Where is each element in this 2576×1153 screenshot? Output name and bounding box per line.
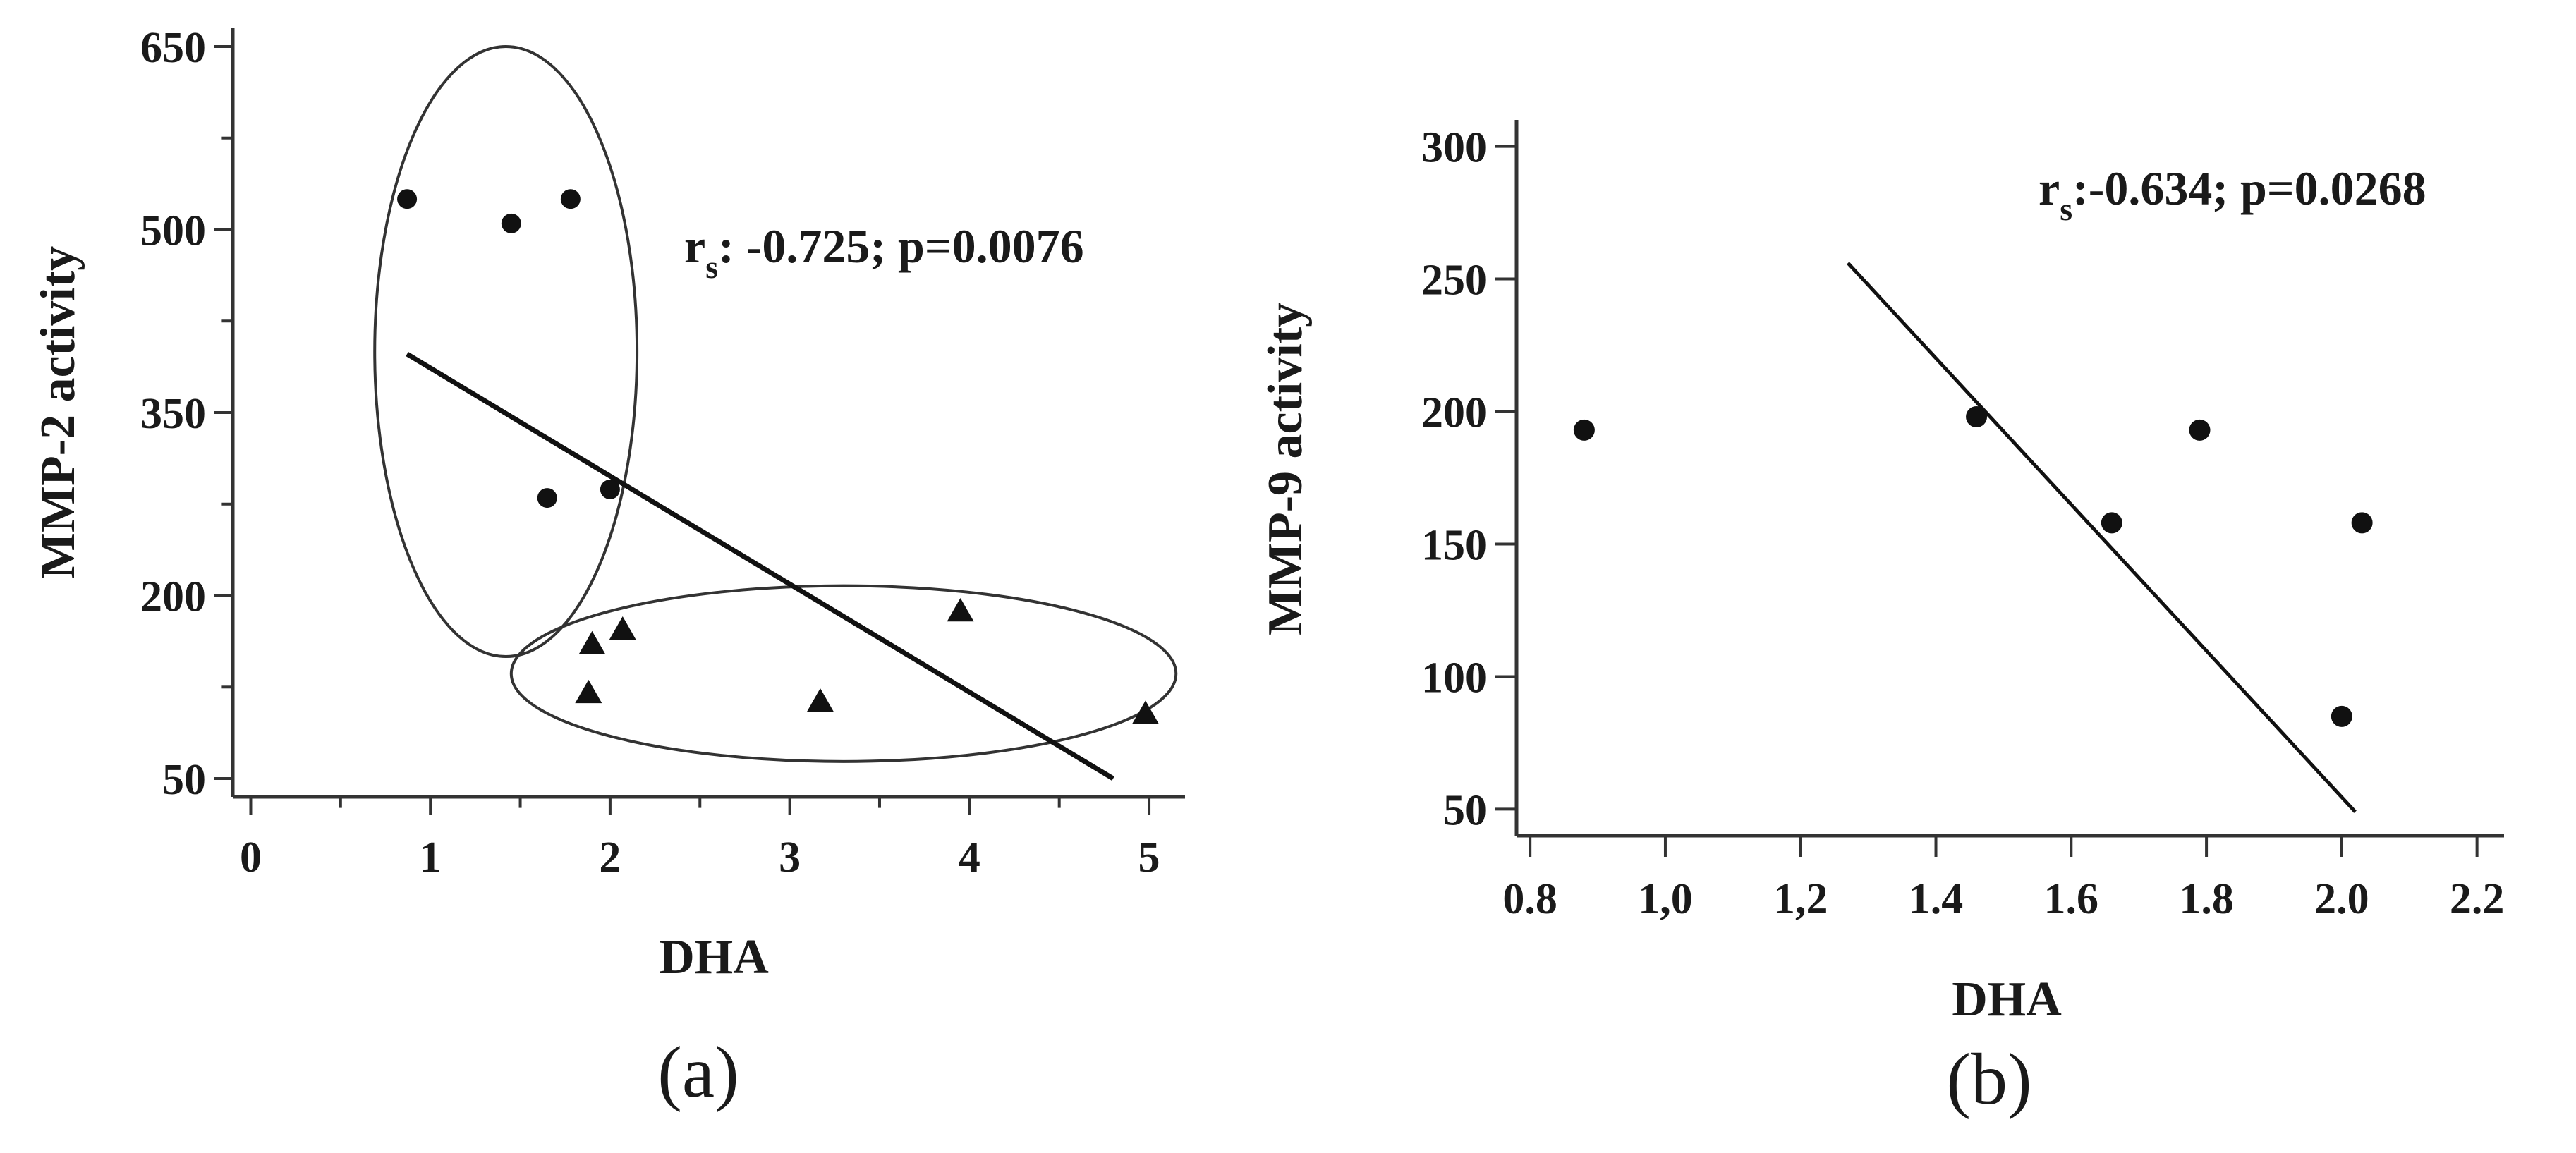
x-tick-label: 1.4 [1909,875,1964,923]
x-axis-label: DHA [1952,972,2062,1027]
x-tick-label: 2 [599,834,621,881]
data-point-triangle [1131,700,1159,724]
data-point-circle [560,189,581,209]
data-point-triangle [575,679,602,704]
x-tick-label: 1,0 [1638,875,1693,923]
data-point-triangle [609,616,636,640]
x-tick-label: 2.2 [2450,875,2505,923]
annotation-text: : -0.725; p=0.0076 [718,219,1084,273]
y-axis-label: MMP-2 activity [31,246,85,579]
annotation-r: r [2039,161,2060,215]
y-tick-label: 50 [162,756,206,804]
x-tick-label: 0.8 [1502,875,1557,923]
data-point-circle [2351,512,2373,534]
y-tick-label: 200 [1421,389,1487,437]
data-point-circle [2331,705,2352,727]
group-ellipse [373,44,639,659]
x-tick-label: 2.0 [2314,875,2369,923]
annotation-r: r [684,219,705,273]
annotation-text: :-0.634; p=0.0268 [2072,161,2426,215]
data-point-triangle [578,630,606,654]
x-axis-label: DHA [659,930,769,984]
y-tick-label: 650 [140,24,206,72]
data-point-circle [397,189,418,209]
regression-line [406,351,1114,781]
x-tick-label: 1.6 [2044,875,2099,923]
panel-a: 50 200 350 500 650 0 1 2 3 4 5 DHA MMP-2 activity rs:… [31,24,1185,1113]
y-tick-label: 50 [1443,786,1487,834]
x-tick-label: 1 [420,834,442,881]
regression-line [1847,262,2357,813]
data-point-circle [501,213,521,233]
correlation-annotation: rs: -0.725; p=0.0076 [684,219,1084,285]
data-point-triangle [806,688,834,712]
x-tick-label: 1.8 [2179,875,2234,923]
data-point-circle [600,480,620,499]
y-tick-label: 200 [140,573,206,621]
panel-label: (b) [1946,1039,2031,1120]
data-point-circle [537,488,557,508]
x-tick-label: 0 [240,834,262,881]
data-point-circle [2101,512,2122,534]
y-tick-label: 300 [1421,124,1487,172]
annotation-subscript: s [2060,191,2072,227]
x-tick-label: 4 [959,834,980,881]
x-tick-label: 3 [779,834,801,881]
panel-label: (a) [657,1032,739,1113]
y-tick-label: 100 [1421,654,1487,702]
x-tick-label: 1,2 [1773,875,1828,923]
data-point-circle [1966,406,1988,428]
group-ellipse [509,584,1178,763]
y-tick-label: 500 [140,207,206,255]
data-point-triangle [947,598,974,622]
data-point-circle [2189,419,2211,441]
y-axis-label: MMP-9 activity [1258,303,1313,635]
y-tick-label: 350 [140,390,206,438]
correlation-annotation: rs:-0.634; p=0.0268 [2039,161,2426,227]
y-tick-label: 250 [1421,257,1487,305]
y-tick-label: 150 [1421,521,1487,569]
annotation-subscript: s [705,249,718,285]
data-point-circle [1573,419,1595,441]
panel-b: 50 100 150 200 250 300 0.8 1,0 1,2 1.4 1.6 1.8 2.0 2.… [1258,120,2504,1120]
x-tick-label: 5 [1138,834,1160,881]
